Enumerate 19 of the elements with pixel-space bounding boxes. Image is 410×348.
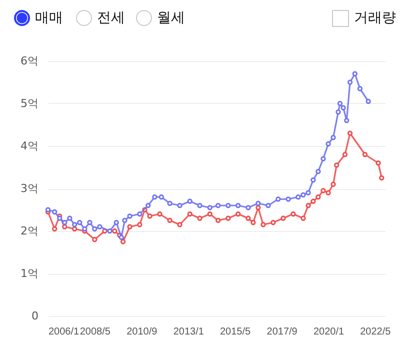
text: 전세 <box>97 9 125 27</box>
y-tick-label: 5억 <box>20 97 38 110</box>
y-tick-label: 0 <box>32 310 38 322</box>
x-tick-label: 2013/1 <box>173 326 204 338</box>
x-tick-label: 2020/1 <box>313 326 344 338</box>
x-tick-label: 2010/9 <box>126 326 158 338</box>
y-tick-label: 2억 <box>20 224 38 238</box>
y-tick-label: 3억 <box>20 182 38 195</box>
y-tick-label: 4억 <box>20 140 38 152</box>
x-tick-label: 2006/1 <box>48 326 80 338</box>
x-tick-label: 2008/5 <box>80 326 111 338</box>
y-tick-label: 1억 <box>20 267 38 280</box>
text: 거래량 <box>354 9 396 27</box>
x-tick-label: 2015/5 <box>220 326 251 338</box>
text: 월세 <box>157 9 185 27</box>
y-tick-label: 6억 <box>20 54 38 68</box>
x-tick-label: 2017/9 <box>266 326 298 338</box>
x-tick-label: 2022/5 <box>360 326 392 338</box>
text: 매매 <box>35 9 63 27</box>
